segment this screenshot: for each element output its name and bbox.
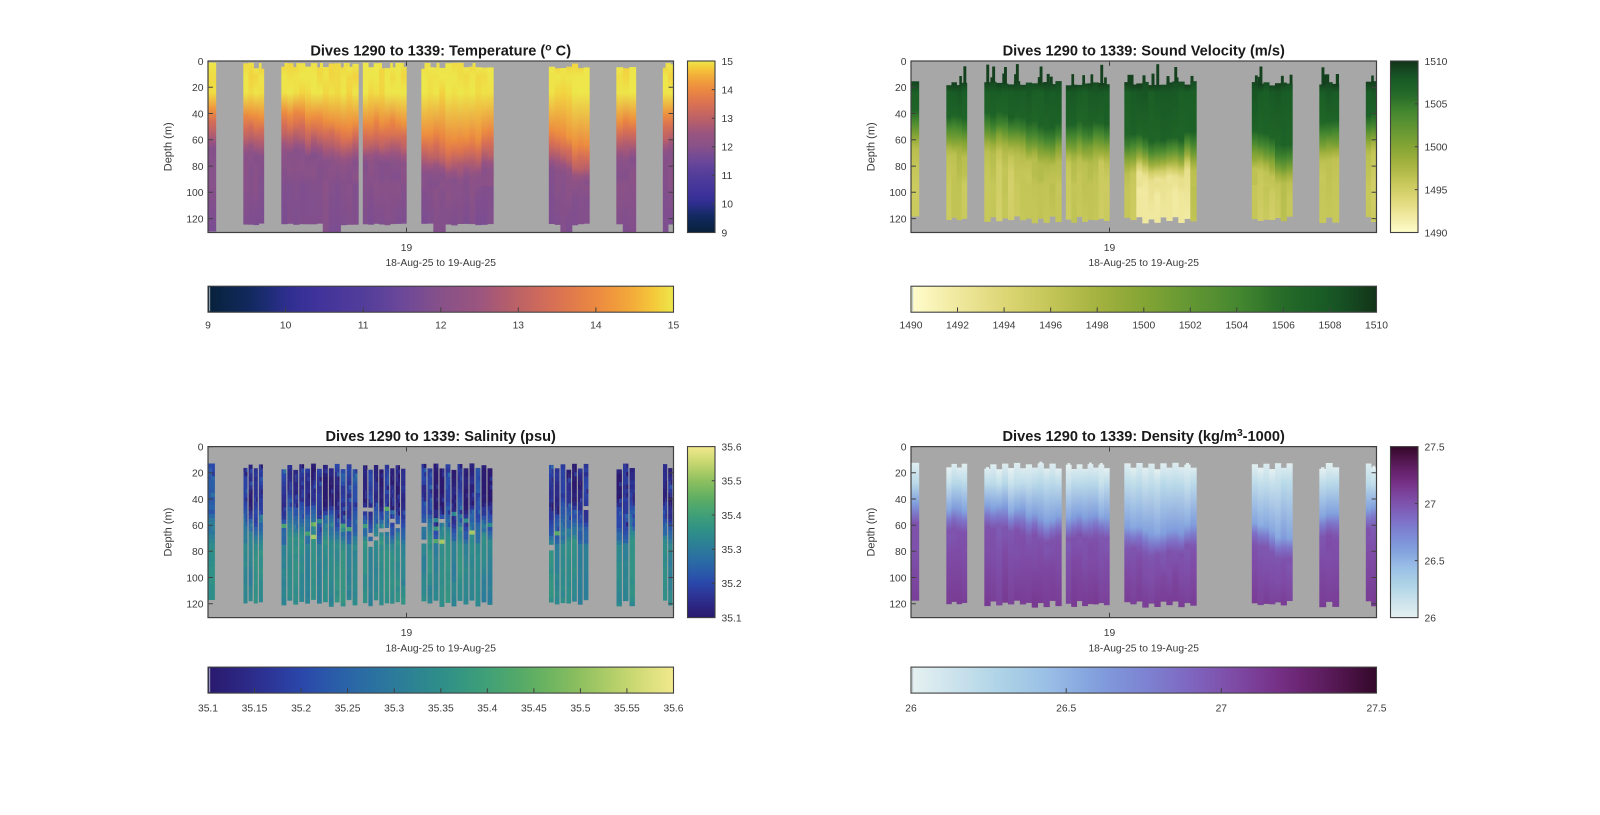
svg-text:27.5: 27.5 — [1366, 703, 1386, 714]
svg-text:12: 12 — [722, 143, 734, 154]
svg-text:120: 120 — [889, 214, 906, 225]
svg-text:Dives 1290 to 1339: Temperatur: Dives 1290 to 1339: Temperature (o C) — [310, 42, 571, 59]
svg-text:40: 40 — [192, 495, 204, 506]
svg-text:1505: 1505 — [1425, 100, 1448, 111]
svg-text:60: 60 — [895, 136, 907, 147]
svg-text:100: 100 — [889, 573, 906, 584]
svg-text:35.4: 35.4 — [477, 703, 497, 714]
svg-text:35.1: 35.1 — [722, 613, 742, 624]
svg-text:19: 19 — [401, 243, 413, 254]
svg-text:19: 19 — [1104, 243, 1116, 254]
svg-text:26: 26 — [905, 703, 917, 714]
svg-text:60: 60 — [895, 521, 907, 532]
svg-text:10: 10 — [280, 321, 292, 332]
svg-text:40: 40 — [895, 109, 907, 120]
svg-text:0: 0 — [901, 57, 907, 68]
svg-text:0: 0 — [198, 57, 204, 68]
svg-text:26: 26 — [1425, 613, 1437, 624]
svg-text:Depth (m): Depth (m) — [163, 508, 175, 557]
svg-text:35.6: 35.6 — [722, 442, 742, 453]
svg-text:1502: 1502 — [1179, 321, 1202, 332]
svg-text:60: 60 — [192, 521, 204, 532]
svg-text:1495: 1495 — [1425, 185, 1448, 196]
svg-text:20: 20 — [895, 469, 907, 480]
svg-text:35.4: 35.4 — [722, 511, 742, 522]
svg-text:11: 11 — [722, 171, 733, 182]
svg-text:20: 20 — [192, 83, 204, 94]
svg-text:35.3: 35.3 — [384, 703, 404, 714]
svg-text:1500: 1500 — [1132, 321, 1155, 332]
svg-text:1510: 1510 — [1425, 57, 1448, 68]
svg-text:27: 27 — [1425, 499, 1437, 510]
svg-text:19: 19 — [1104, 628, 1116, 639]
svg-text:Dives 1290 to 1339: Salinity (: Dives 1290 to 1339: Salinity (psu) — [326, 429, 556, 445]
svg-text:0: 0 — [901, 442, 907, 453]
svg-text:14: 14 — [590, 321, 602, 332]
svg-text:100: 100 — [889, 188, 906, 199]
svg-text:18-Aug-25 to 19-Aug-25: 18-Aug-25 to 19-Aug-25 — [385, 258, 496, 269]
svg-text:1510: 1510 — [1365, 321, 1388, 332]
svg-text:100: 100 — [186, 188, 203, 199]
svg-text:9: 9 — [205, 321, 211, 332]
svg-text:10: 10 — [722, 200, 734, 211]
svg-text:27.5: 27.5 — [1425, 442, 1445, 453]
svg-text:35.45: 35.45 — [521, 703, 547, 714]
svg-text:35.2: 35.2 — [722, 579, 742, 590]
svg-text:9: 9 — [722, 228, 728, 239]
svg-text:Depth (m): Depth (m) — [866, 122, 878, 171]
svg-text:40: 40 — [895, 495, 907, 506]
svg-text:80: 80 — [192, 162, 204, 173]
svg-text:1492: 1492 — [946, 321, 969, 332]
svg-text:35.3: 35.3 — [722, 545, 742, 556]
svg-text:35.25: 35.25 — [335, 703, 361, 714]
svg-text:Dives 1290 to 1339: Sound Velo: Dives 1290 to 1339: Sound Velocity (m/s) — [1003, 43, 1285, 59]
svg-text:120: 120 — [186, 600, 203, 611]
svg-text:1490: 1490 — [900, 321, 923, 332]
svg-text:1494: 1494 — [993, 321, 1016, 332]
svg-text:1498: 1498 — [1086, 321, 1109, 332]
svg-text:Depth (m): Depth (m) — [866, 508, 878, 557]
svg-text:15: 15 — [722, 57, 734, 68]
svg-text:15: 15 — [668, 321, 680, 332]
svg-text:80: 80 — [192, 547, 204, 558]
svg-text:80: 80 — [895, 162, 907, 173]
svg-text:35.5: 35.5 — [722, 477, 742, 488]
svg-text:Depth (m): Depth (m) — [163, 122, 175, 171]
svg-text:0: 0 — [198, 442, 204, 453]
svg-text:27: 27 — [1216, 703, 1228, 714]
svg-text:26.5: 26.5 — [1056, 703, 1076, 714]
svg-text:40: 40 — [192, 109, 204, 120]
svg-text:35.55: 35.55 — [614, 703, 640, 714]
svg-text:12: 12 — [435, 321, 447, 332]
svg-text:120: 120 — [889, 600, 906, 611]
svg-text:11: 11 — [358, 321, 369, 332]
svg-text:35.35: 35.35 — [428, 703, 454, 714]
svg-text:1496: 1496 — [1039, 321, 1062, 332]
svg-text:35.1: 35.1 — [198, 703, 218, 714]
svg-text:20: 20 — [192, 469, 204, 480]
svg-text:13: 13 — [513, 321, 525, 332]
svg-text:20: 20 — [895, 83, 907, 94]
svg-text:35.6: 35.6 — [663, 703, 683, 714]
svg-text:Dives 1290 to 1339: Density (k: Dives 1290 to 1339: Density (kg/m3-1000) — [1003, 428, 1285, 445]
svg-text:13: 13 — [722, 114, 734, 125]
svg-text:35.5: 35.5 — [570, 703, 590, 714]
svg-text:1490: 1490 — [1425, 228, 1448, 239]
svg-text:60: 60 — [192, 136, 204, 147]
svg-text:18-Aug-25 to 19-Aug-25: 18-Aug-25 to 19-Aug-25 — [1088, 258, 1199, 269]
svg-text:120: 120 — [186, 214, 203, 225]
svg-text:1500: 1500 — [1425, 143, 1448, 154]
svg-text:1504: 1504 — [1225, 321, 1248, 332]
svg-text:1508: 1508 — [1319, 321, 1342, 332]
svg-text:1506: 1506 — [1272, 321, 1295, 332]
svg-text:14: 14 — [722, 85, 734, 96]
svg-text:26.5: 26.5 — [1425, 556, 1445, 567]
svg-text:80: 80 — [895, 547, 907, 558]
svg-text:35.15: 35.15 — [242, 703, 268, 714]
svg-text:18-Aug-25 to 19-Aug-25: 18-Aug-25 to 19-Aug-25 — [385, 643, 496, 654]
svg-text:18-Aug-25 to 19-Aug-25: 18-Aug-25 to 19-Aug-25 — [1088, 643, 1199, 654]
svg-text:100: 100 — [186, 573, 203, 584]
svg-text:35.2: 35.2 — [291, 703, 311, 714]
svg-text:19: 19 — [401, 628, 413, 639]
